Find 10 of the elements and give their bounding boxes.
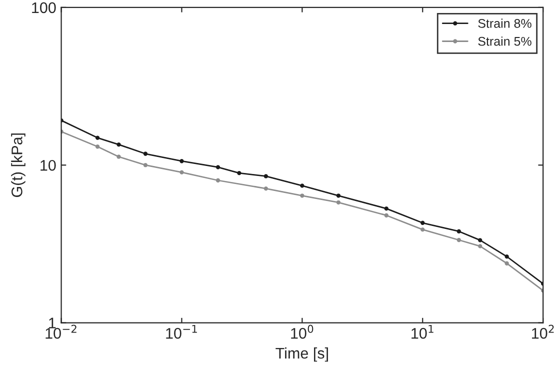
y-tick-label: 10 xyxy=(40,160,56,171)
x-tick-label: 10$^{2}$ xyxy=(532,324,554,339)
y-tick-label: 100 xyxy=(32,2,56,14)
legend-label: Strain 5% xyxy=(478,36,532,46)
x-tick-label: 10$^{1}$ xyxy=(412,324,434,339)
x-tick-label: 10$^{−1}$ xyxy=(166,324,197,339)
x-axis-title: Time [s] xyxy=(276,347,328,362)
y-axis-title: G(t) [kPa] xyxy=(11,134,26,198)
x-tick-label: 10$^{0}$ xyxy=(291,324,314,339)
legend-label: Strain 8% xyxy=(478,18,532,28)
